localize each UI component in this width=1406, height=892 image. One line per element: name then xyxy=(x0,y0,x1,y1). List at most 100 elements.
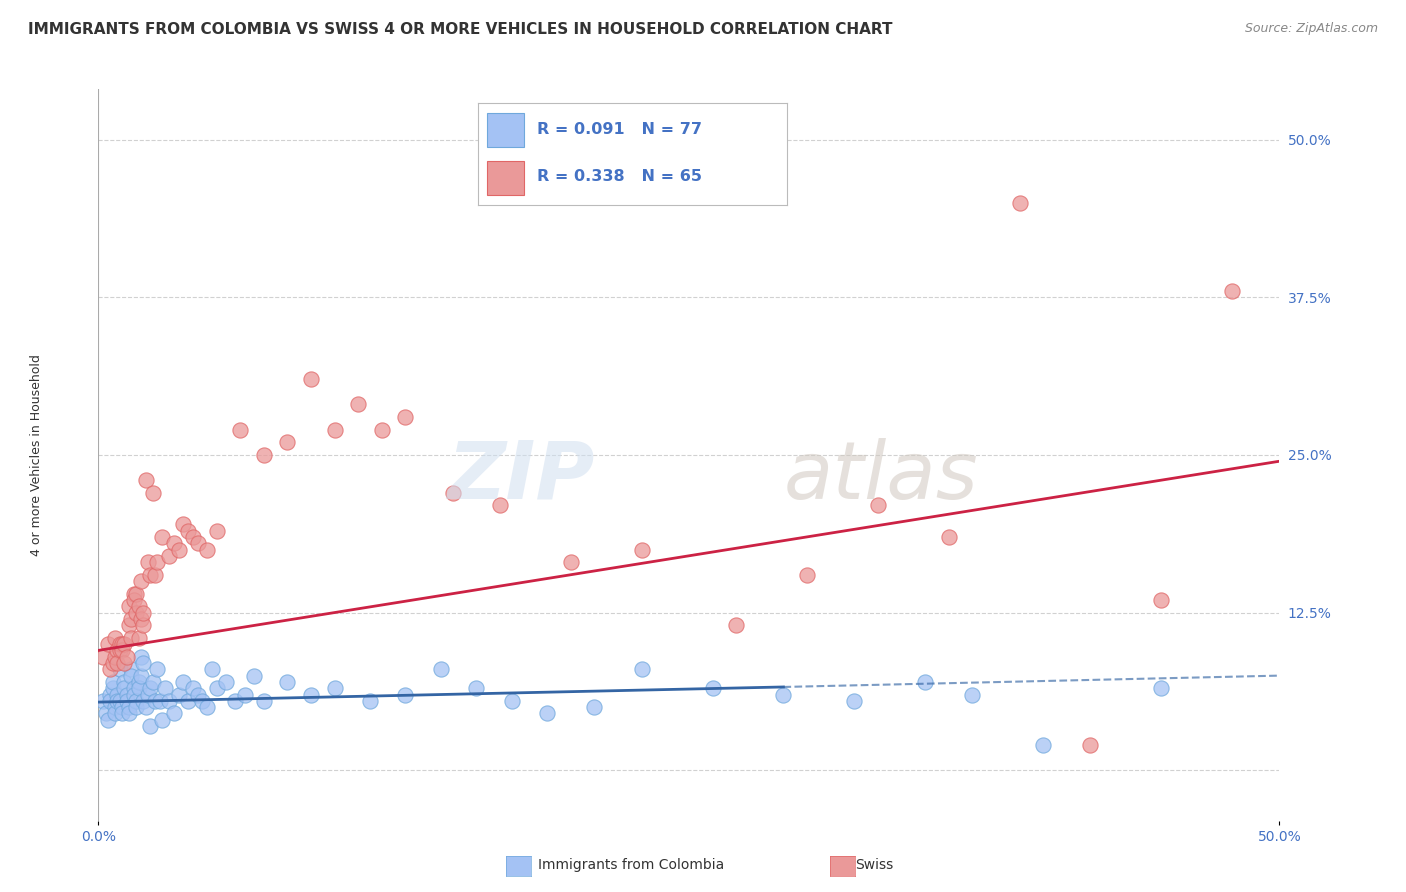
Point xyxy=(111,643,134,657)
Point xyxy=(233,688,256,702)
Point xyxy=(135,700,157,714)
Point xyxy=(132,606,155,620)
FancyBboxPatch shape xyxy=(488,161,524,194)
Point xyxy=(105,688,128,702)
Point xyxy=(187,688,209,702)
Point xyxy=(725,618,748,632)
Point xyxy=(187,536,209,550)
Point xyxy=(215,674,238,689)
Point xyxy=(122,587,145,601)
Point xyxy=(132,656,155,670)
Point xyxy=(702,681,724,696)
Point xyxy=(118,706,141,721)
Point xyxy=(914,674,936,689)
Point xyxy=(142,674,165,689)
Point xyxy=(1080,738,1102,752)
Point xyxy=(118,618,141,632)
Point xyxy=(143,567,166,582)
Text: atlas: atlas xyxy=(783,438,979,516)
Point xyxy=(181,681,204,696)
Point xyxy=(122,593,145,607)
Point xyxy=(866,499,889,513)
Point xyxy=(125,700,148,714)
Point xyxy=(112,637,135,651)
Point xyxy=(91,694,114,708)
Point xyxy=(112,681,135,696)
Point xyxy=(104,700,127,714)
Point xyxy=(796,567,818,582)
Point xyxy=(465,681,488,696)
Point xyxy=(371,423,394,437)
Point xyxy=(118,700,141,714)
Point xyxy=(489,499,512,513)
Point xyxy=(121,668,143,682)
Point xyxy=(121,612,143,626)
Point xyxy=(98,694,121,708)
Point xyxy=(1150,593,1173,607)
Text: Source: ZipAtlas.com: Source: ZipAtlas.com xyxy=(1244,22,1378,36)
Point xyxy=(441,485,464,500)
Point xyxy=(163,706,186,721)
Point xyxy=(153,681,176,696)
Point xyxy=(108,643,131,657)
Point xyxy=(111,700,134,714)
Point xyxy=(195,700,218,714)
Point xyxy=(139,681,162,696)
Point xyxy=(172,517,194,532)
Point xyxy=(105,643,128,657)
Point xyxy=(536,706,558,721)
Point xyxy=(150,713,173,727)
Point xyxy=(129,649,152,664)
Point xyxy=(1220,284,1243,298)
Point xyxy=(430,662,453,676)
Point xyxy=(125,587,148,601)
Point xyxy=(191,694,214,708)
Point xyxy=(1008,195,1031,210)
Point xyxy=(772,688,794,702)
Point xyxy=(136,555,159,569)
Point xyxy=(132,618,155,632)
Point xyxy=(177,694,200,708)
Point xyxy=(1150,681,1173,696)
Point xyxy=(129,612,152,626)
Point xyxy=(560,555,582,569)
Point xyxy=(132,694,155,708)
Point xyxy=(121,662,143,676)
Point xyxy=(146,555,169,569)
Point xyxy=(323,423,346,437)
Point xyxy=(122,681,145,696)
Point xyxy=(630,662,652,676)
Point xyxy=(104,706,127,721)
Point xyxy=(150,530,173,544)
Point xyxy=(323,681,346,696)
Point xyxy=(172,674,194,689)
Point xyxy=(128,674,150,689)
Point xyxy=(167,542,190,557)
Point xyxy=(177,524,200,538)
Point xyxy=(157,549,180,563)
Point xyxy=(359,694,381,708)
Point xyxy=(121,631,143,645)
Point xyxy=(243,668,266,682)
Point xyxy=(229,423,252,437)
Point xyxy=(97,713,120,727)
Point xyxy=(253,448,276,462)
Point xyxy=(142,485,165,500)
Point xyxy=(125,606,148,620)
Point xyxy=(115,694,138,708)
Point xyxy=(98,662,121,676)
Text: Immigrants from Colombia: Immigrants from Colombia xyxy=(538,858,724,872)
Point xyxy=(105,656,128,670)
Point xyxy=(98,688,121,702)
Point xyxy=(111,637,134,651)
Point xyxy=(115,688,138,702)
Point xyxy=(844,694,866,708)
Point xyxy=(501,694,523,708)
Point xyxy=(128,681,150,696)
Point xyxy=(101,674,124,689)
Point xyxy=(394,410,416,425)
Point xyxy=(139,567,162,582)
Point xyxy=(157,694,180,708)
Point xyxy=(201,662,224,676)
Point xyxy=(97,637,120,651)
